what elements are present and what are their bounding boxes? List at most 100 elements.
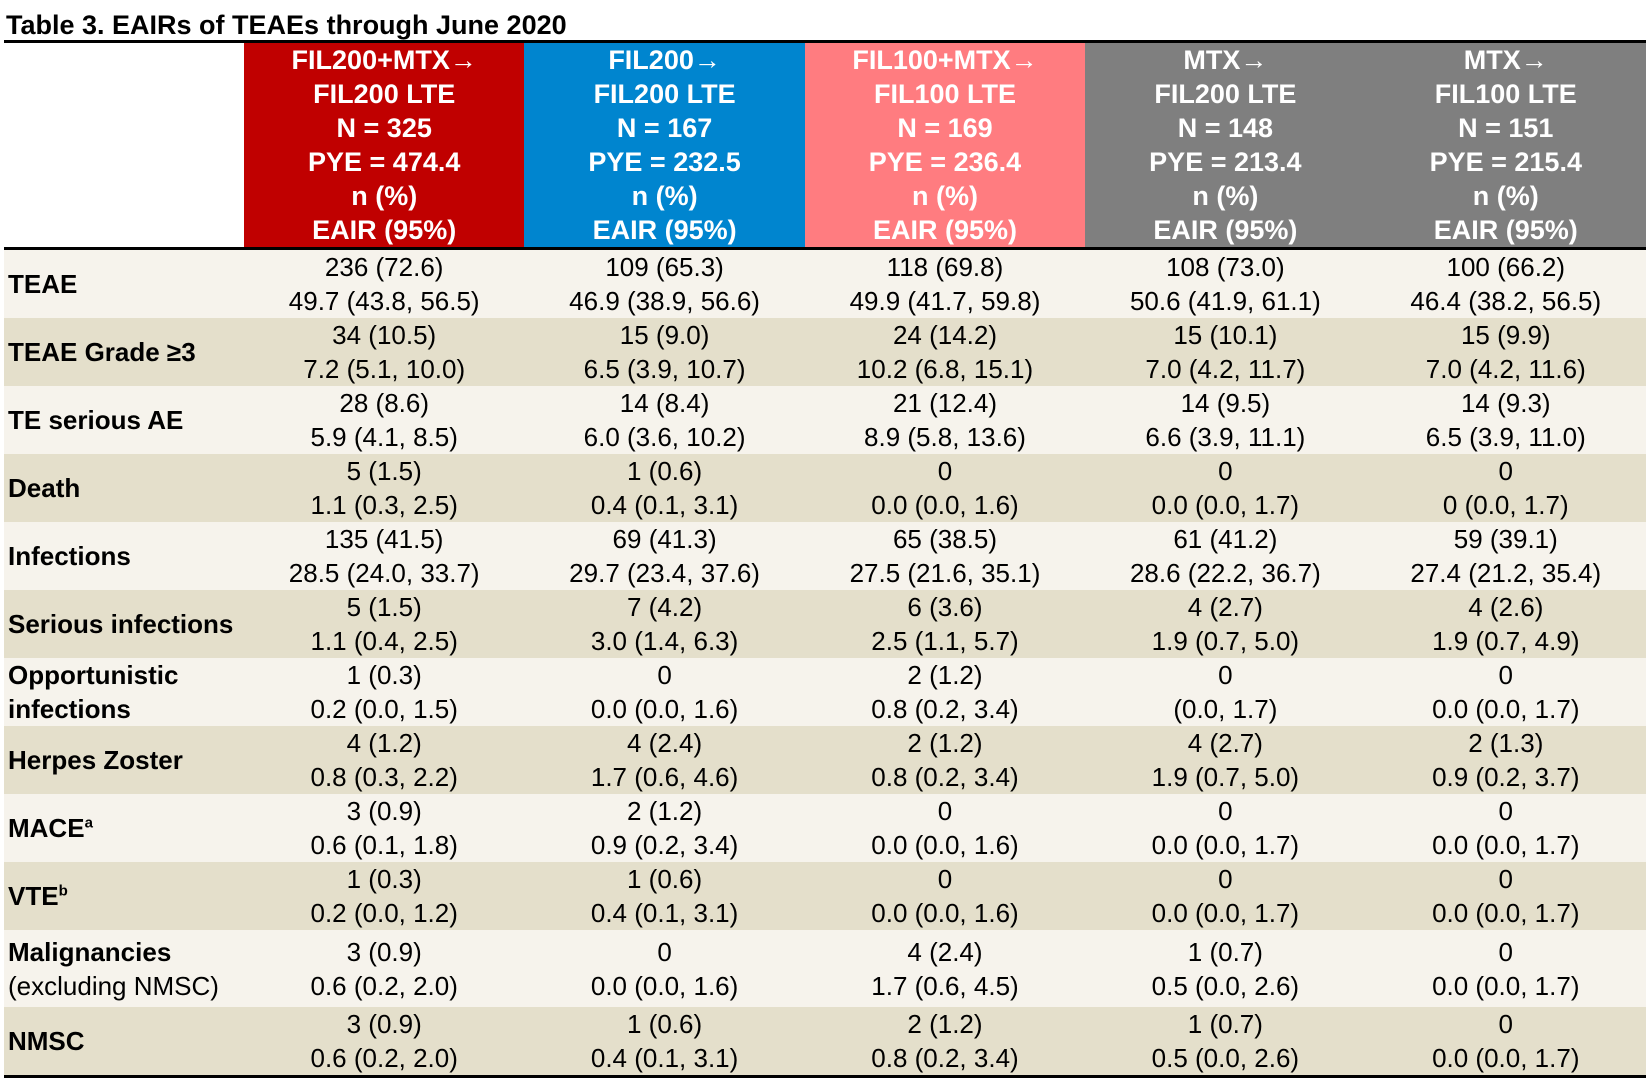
cell-eair-ci: 0.8 (0.2, 3.4) [871,694,1019,724]
cell-eair-ci: 50.6 (41.9, 61.1) [1129,286,1321,316]
cell-eair-ci: 0.0 (0.0, 1.7) [1432,830,1580,860]
cell-eair-ci: 0.2 (0.0, 1.2) [310,898,458,928]
column-header-npct: n (%) [351,181,418,211]
table-row: Infections 135 (41.5) 28.5 (24.0, 33.7) 69 … [4,522,1646,590]
cell-count-percent: 5 (1.5) [346,456,422,486]
cell-count-percent: 1 (0.3) [346,864,422,894]
cell-count-percent: 0 [1218,456,1233,486]
row-label-text: MACE [8,813,85,843]
table-row: TEAE Grade ≥3 34 (10.5) 7.2 (5.1, 10.0) 15 … [4,318,1646,386]
cell-count-percent: 0 [1218,796,1233,826]
cell-count-percent: 15 (9.0) [619,320,710,350]
cell-count-percent: 2 (1.2) [907,660,983,690]
cell-eair-ci: 0.0 (0.0, 1.7) [1151,830,1300,860]
cell-eair-ci: 0.0 (0.0, 1.7) [1432,1043,1580,1073]
table-row: NMSC 3 (0.9) 0.6 (0.2, 2.0) 1 (0.6) 0.4 (0.1… [4,1007,1646,1077]
row-label: Serious infections [4,590,244,658]
table-cell: 1 (0.7) 0.5 (0.0, 2.6) [1085,930,1366,1007]
cell-eair-ci: 6.6 (3.9, 11.1) [1145,422,1306,452]
cell-eair-ci: 0.0 (0.0, 1.6) [590,970,739,1001]
cell-count-percent: 59 (39.1) [1453,524,1558,554]
row-label-footnote: b [58,882,68,900]
row-label: TEAE [4,248,244,318]
table-cell: 2 (1.2) 0.8 (0.2, 3.4) [804,726,1086,794]
cell-count-percent: 4 (2.4) [627,728,703,758]
row-label: Opportunistic infections [4,658,244,726]
cell-count-percent: 0 [657,936,672,967]
cell-eair-ci: 0.9 (0.2, 3.4) [590,830,739,860]
cell-eair-ci: 7.0 (4.2, 11.7) [1145,354,1306,384]
row-label-text: TEAE Grade ≥3 [8,337,196,367]
table-cell: 61 (41.2) 28.6 (22.2, 36.7) [1085,522,1366,590]
cell-eair-ci: 27.5 (21.6, 35.1) [849,558,1041,588]
table-cell: 1 (0.7) 0.5 (0.0, 2.6) [1085,1007,1366,1077]
table-cell: 2 (1.2) 0.8 (0.2, 3.4) [804,1007,1086,1077]
cell-count-percent: 28 (8.6) [339,388,429,418]
table-cell: 4 (2.4) 1.7 (0.6, 4.6) [524,726,805,794]
cell-eair-ci: 5.9 (4.1, 8.5) [310,422,458,452]
cell-count-percent: 236 (72.6) [324,252,444,282]
cell-count-percent: 4 (2.7) [1187,728,1263,758]
table-cell: 0 0.0 (0.0, 1.6) [524,658,805,726]
table-cell: 59 (39.1) 27.4 (21.2, 35.4) [1365,522,1646,590]
cell-count-percent: 1 (0.7) [1187,936,1263,967]
table-cell: 135 (41.5) 28.5 (24.0, 33.7) [244,522,525,590]
table-cell: 21 (12.4) 8.9 (5.8, 13.6) [804,386,1086,454]
table-cell: 236 (72.6) 49.7 (43.8, 56.5) [244,248,525,318]
table-cell: 1 (0.6) 0.4 (0.1, 3.1) [524,862,805,930]
column-header-eair: EAIR (95%) [1433,215,1578,245]
row-label-text: VTE [8,881,59,911]
column-header-n: N = 325 [336,113,432,143]
cell-count-percent: 100 (66.2) [1446,252,1566,282]
cell-count-percent: 0 [1218,660,1233,690]
cell-eair-ci: 1.9 (0.7, 5.0) [1151,626,1300,656]
column-header-eair: EAIR (95%) [312,215,457,245]
table-title: Table 3. EAIRs of TEAEs through June 202… [6,10,567,40]
row-label: NMSC [4,1007,244,1077]
cell-eair-ci: 0.6 (0.2, 2.0) [310,970,458,1001]
cell-count-percent: 0 [937,796,953,826]
eair-table: FIL200+MTX→ FIL200 LTE N = 325 PYE = 474.4 n… [4,40,1646,1078]
row-label: Death [4,454,244,522]
cell-count-percent: 6 (3.6) [907,592,983,622]
cell-count-percent: 21 (12.4) [892,388,998,418]
cell-count-percent: 24 (14.2) [892,320,998,350]
table-cell: 28 (8.6) 5.9 (4.1, 8.5) [244,386,525,454]
column-header-npct: n (%) [1472,181,1539,211]
cell-eair-ci: 27.4 (21.2, 35.4) [1410,558,1602,588]
table-cell: 6 (3.6) 2.5 (1.1, 5.7) [804,590,1086,658]
cell-eair-ci: 49.9 (41.7, 59.8) [849,286,1041,316]
cell-count-percent: 2 (1.3) [1468,728,1544,758]
row-label-footnote: a [84,814,93,832]
column-header-line1: FIL200→ [608,45,721,75]
cell-eair-ci: 6.0 (3.6, 10.2) [583,422,746,452]
cell-eair-ci: 46.4 (38.2, 56.5) [1410,286,1602,316]
cell-eair-ci: 1.7 (0.6, 4.5) [871,970,1019,1001]
cell-eair-ci: 1.1 (0.3, 2.5) [310,490,458,520]
cell-eair-ci: 28.6 (22.2, 36.7) [1129,558,1321,588]
cell-eair-ci: 10.2 (6.8, 15.1) [856,354,1034,384]
column-header-pye: PYE = 474.4 [308,147,461,177]
cell-eair-ci: 0.0 (0.0, 1.7) [1432,970,1580,1001]
row-label-text: Malignancies [8,936,172,967]
cell-count-percent: 0 [1498,456,1514,486]
cell-count-percent: 15 (10.1) [1173,320,1278,350]
cell-count-percent: 1 (0.6) [627,1009,703,1039]
table-cell: 1 (0.3) 0.2 (0.0, 1.2) [244,862,525,930]
table-cell: 109 (65.3) 46.9 (38.9, 56.6) [524,248,805,318]
table-cell: 15 (9.0) 6.5 (3.9, 10.7) [524,318,805,386]
cell-eair-ci: 6.5 (3.9, 11.0) [1425,422,1586,452]
row-label: VTEb [4,862,244,930]
cell-eair-ci: 0.0 (0.0, 1.7) [1432,898,1580,928]
table-cell: 69 (41.3) 29.7 (23.4, 37.6) [524,522,805,590]
cell-count-percent: 0 [1218,864,1233,894]
cell-count-percent: 4 (1.2) [346,728,422,758]
table-cell: 3 (0.9) 0.6 (0.2, 2.0) [244,930,525,1007]
column-header-pye: PYE = 232.5 [588,147,741,177]
cell-count-percent: 109 (65.3) [605,252,724,282]
table-row: MACEa 3 (0.9) 0.6 (0.1, 1.8) 2 (1.2) 0.9 (0.… [4,794,1646,862]
table-cell: 14 (9.3) 6.5 (3.9, 11.0) [1365,386,1646,454]
table-cell: 15 (9.9) 7.0 (4.2, 11.6) [1365,318,1646,386]
cell-count-percent: 1 (0.3) [346,660,422,690]
column-header-pye: PYE = 213.4 [1149,147,1302,177]
